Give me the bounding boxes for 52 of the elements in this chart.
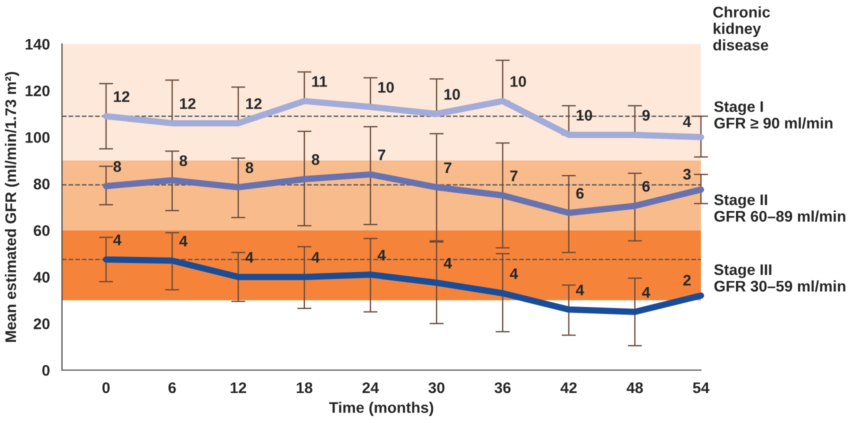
band-label: Stage III GFR 30–59 ml/min	[714, 264, 846, 292]
y-tick-label: 60	[34, 225, 50, 236]
annotation: 4	[245, 252, 254, 263]
annotation: 8	[113, 161, 122, 172]
y-tick-label: 140	[26, 38, 50, 50]
annotation: 4	[682, 116, 692, 128]
annotation: 7	[510, 170, 518, 182]
annotation: 11	[312, 76, 328, 87]
annotation: 3	[683, 168, 691, 180]
annotation: 7	[378, 150, 386, 160]
annotation: 4	[179, 236, 188, 246]
x-tick-label: 0	[102, 382, 110, 394]
annotation: 6	[576, 188, 584, 199]
annotation: 2	[683, 274, 691, 286]
x-tick-label: 48	[626, 382, 643, 394]
y-tick-label: 100	[26, 132, 50, 143]
band-label: Stage II GFR 60–89 ml/min	[714, 194, 846, 222]
y-axis-title: Mean estimated GFR (ml/min/1.73 m²)	[4, 72, 20, 342]
annotation: 12	[246, 98, 262, 109]
annotation: 7	[444, 162, 452, 173]
x-tick-label: 54	[692, 382, 710, 394]
x-tick-label: 18	[296, 382, 312, 394]
x-tick-label: 24	[362, 382, 379, 393]
annotation: 4	[444, 258, 452, 268]
annotation: 12	[180, 98, 196, 109]
annotation: 4	[510, 268, 518, 279]
y-tick-label: 80	[34, 178, 50, 190]
y-tick-label: 40	[33, 272, 50, 283]
x-tick-label: 30	[428, 382, 444, 394]
annotation: 10	[444, 88, 460, 100]
annotation: 8	[312, 154, 320, 165]
x-tick-label: 42	[560, 382, 577, 393]
annotation: 12	[114, 91, 130, 102]
x-tick-label: 12	[230, 382, 246, 393]
annotation: 10	[378, 82, 394, 93]
x-axis-title: Time (months)	[329, 402, 434, 416]
band-label: Stage I GFR ≥ 90 ml/min	[714, 101, 832, 129]
annotation: 10	[576, 110, 592, 121]
y-tick-label: 0	[42, 364, 50, 376]
annotation: 4	[312, 252, 320, 263]
annotation: 4	[113, 234, 122, 246]
annotation: 10	[510, 76, 526, 87]
y-tick-label: 120	[26, 85, 50, 96]
y-tick-label: 20	[34, 318, 50, 330]
annotation: 4	[642, 287, 650, 298]
annotation: 8	[180, 155, 188, 166]
annotation: 8	[246, 162, 254, 174]
annotation: 4	[576, 284, 584, 296]
text: Chronic kidney disease	[713, 6, 770, 50]
annotation: 4	[378, 250, 386, 260]
x-tick-label: 36	[494, 382, 511, 394]
x-tick-label: 6	[168, 382, 176, 394]
